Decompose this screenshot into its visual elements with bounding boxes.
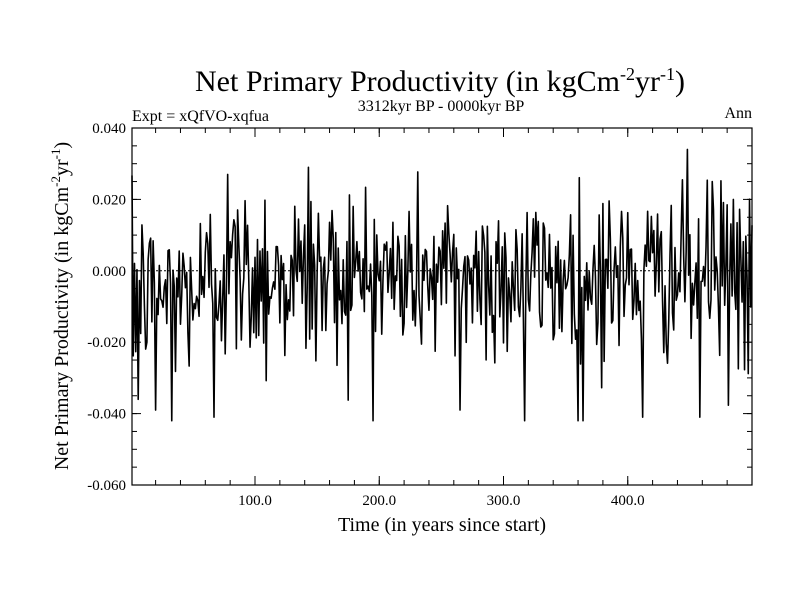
chart-title: Net Primary Productivity (in kgCm-2yr-1) bbox=[195, 64, 685, 98]
y-tick-label: 0.040 bbox=[92, 121, 126, 137]
y-tick-label: -0.040 bbox=[87, 407, 126, 423]
y-tick-label: -0.060 bbox=[87, 478, 126, 494]
season-label: Ann bbox=[724, 105, 752, 122]
series-line bbox=[131, 148, 753, 422]
y-tick-label: -0.020 bbox=[87, 335, 126, 351]
y-axis-label: Net Primary Productivity (in kgCm-2yr-1) bbox=[48, 142, 73, 470]
y-tick-label: 0.020 bbox=[92, 192, 126, 208]
experiment-label: Expt = xQfVO-xqfua bbox=[132, 108, 269, 125]
x-tick-label: 400.0 bbox=[611, 493, 645, 509]
x-tick-labels: 100.0 200.0 300.0 400.0 bbox=[238, 493, 644, 509]
time-range-label: 3312kyr BP - 0000kyr BP bbox=[358, 98, 525, 115]
x-axis-label: Time (in years since start) bbox=[338, 514, 546, 536]
y-tick-labels: -0.060 -0.040 -0.020 0.000 0.020 0.040 bbox=[87, 121, 126, 494]
x-tick-label: 200.0 bbox=[362, 493, 396, 509]
y-tick-label: 0.000 bbox=[92, 264, 126, 280]
x-tick-label: 300.0 bbox=[487, 493, 521, 509]
plot-frame bbox=[131, 127, 753, 486]
x-tick-label: 100.0 bbox=[238, 493, 272, 509]
